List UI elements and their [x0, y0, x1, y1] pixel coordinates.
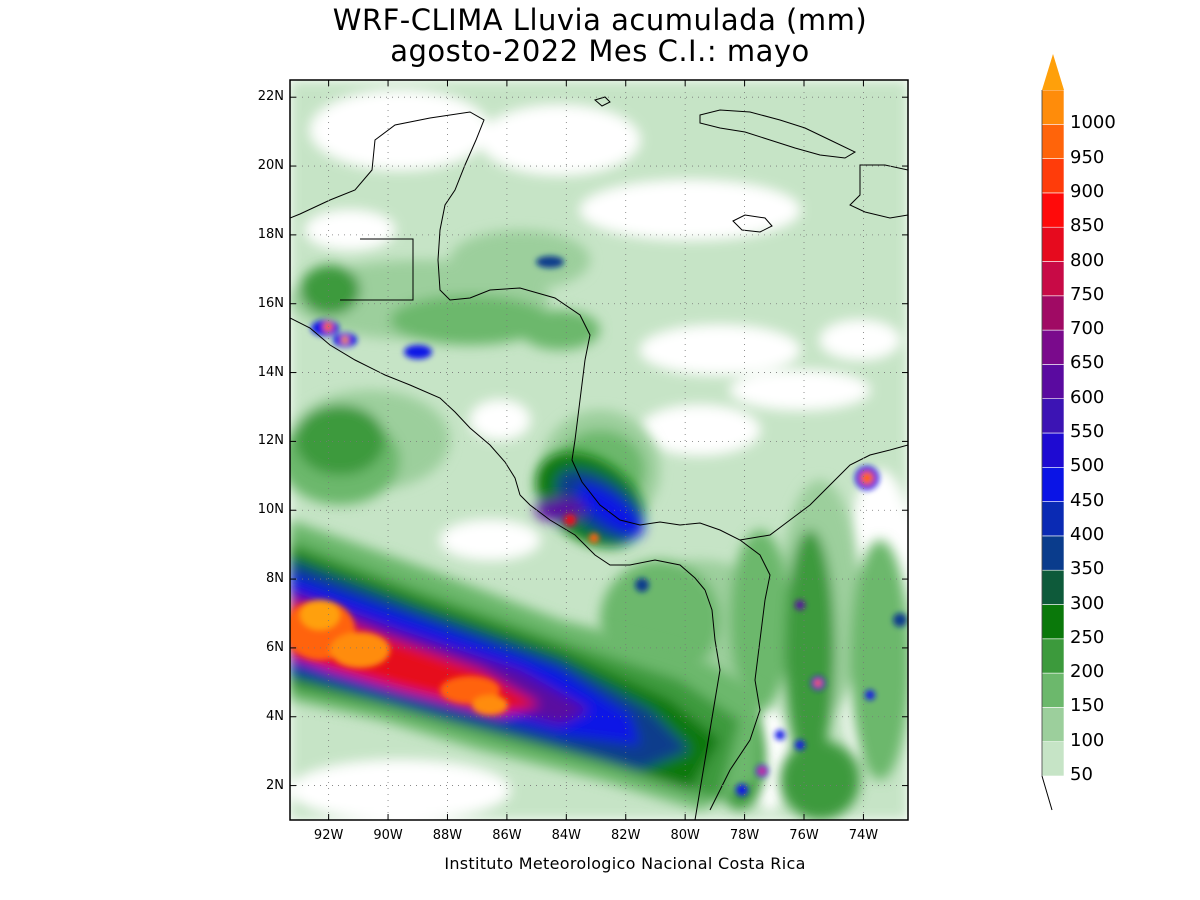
- colorbar-label: 850: [1070, 215, 1105, 237]
- colorbar: [1041, 54, 1065, 811]
- colorbar-label: 350: [1070, 558, 1105, 580]
- lat-tick-label: 20N: [257, 158, 284, 174]
- colorbar-bottom-arrow: [1041, 775, 1053, 811]
- lat-tick-label: 22N: [257, 89, 284, 105]
- credit-line: Instituto Meteorologico Nacional Costa R…: [444, 854, 806, 873]
- colorbar-label: 250: [1070, 626, 1105, 648]
- lon-tick-label: 80W: [670, 828, 700, 843]
- lat-tick-label: 18N: [257, 226, 284, 242]
- colorbar-swatch: [1041, 158, 1065, 194]
- colorbar-label: 500: [1070, 455, 1105, 477]
- colorbar-label: 300: [1070, 592, 1105, 614]
- colorbar-label: 400: [1070, 523, 1105, 545]
- lat-tick-label: 4N: [266, 708, 284, 724]
- lon-tick-label: 88W: [432, 828, 463, 843]
- lon-tick-label: 86W: [492, 828, 522, 843]
- colorbar-label: 200: [1070, 661, 1105, 683]
- rainfall-field: [290, 80, 908, 820]
- colorbar-label: 1000: [1070, 112, 1116, 134]
- colorbar-label: 550: [1070, 421, 1105, 442]
- colorbar-swatch: [1041, 364, 1065, 399]
- colorbar-swatch: [1041, 707, 1065, 743]
- colorbar-label: 900: [1070, 180, 1105, 202]
- lat-tick-label: 2N: [266, 777, 284, 793]
- map-title: WRF-CLIMA Lluvia acumulada (mm): [332, 3, 868, 37]
- colorbar-swatch: [1041, 672, 1065, 708]
- coastlines: [290, 96, 908, 820]
- colorbar-swatch: [1041, 535, 1065, 571]
- lat-tick-label: 16N: [257, 295, 284, 311]
- colorbar-label: 650: [1070, 352, 1105, 374]
- colorbar-top-arrow: [1042, 54, 1064, 90]
- lon-tick-label: 74W: [848, 828, 879, 843]
- rain-itcz-band: [290, 520, 760, 810]
- colorbar-swatch: [1041, 501, 1065, 537]
- colorbar-swatch: [1041, 89, 1065, 125]
- lon-tick-label: 92W: [313, 828, 344, 843]
- colorbar-swatch: [1041, 398, 1065, 434]
- colorbar-label: 800: [1070, 249, 1105, 271]
- colorbar-swatch: [1041, 261, 1065, 297]
- lon-tick-label: 76W: [789, 828, 819, 843]
- colorbar-label: 100: [1070, 729, 1105, 751]
- rain-costa-rica: [535, 452, 645, 548]
- colorbar-swatch: [1041, 329, 1065, 365]
- lon-tick-label: 78W: [729, 828, 760, 843]
- lon-tick-label: 82W: [611, 828, 641, 843]
- colorbar-swatch: [1041, 569, 1065, 605]
- colorbar-swatch: [1041, 638, 1065, 674]
- colorbar-swatch: [1041, 226, 1065, 262]
- lon-tick-label: 84W: [551, 828, 582, 843]
- lat-tick-label: 12N: [257, 433, 284, 449]
- map-grid: [290, 80, 908, 820]
- colorbar-label: 600: [1070, 386, 1105, 408]
- lat-tick-label: 10N: [257, 502, 284, 518]
- colorbar-label: 700: [1070, 318, 1105, 340]
- lat-tick-label: 6N: [266, 639, 284, 655]
- colorbar-swatch: [1041, 741, 1065, 777]
- colorbar-swatch: [1041, 295, 1065, 331]
- rain-local-peaks: [311, 256, 907, 796]
- lat-tick-label: 8N: [266, 571, 284, 587]
- lat-tick-label: 14N: [257, 364, 284, 380]
- colorbar-label: 950: [1070, 146, 1105, 168]
- colorbar-swatch: [1041, 432, 1065, 468]
- rain-itcz-peaks: [290, 600, 508, 715]
- lon-tick-label: 90W: [373, 828, 403, 843]
- colorbar-swatch: [1041, 124, 1065, 159]
- colorbar-label: 750: [1070, 283, 1105, 305]
- colorbar-swatch: [1041, 466, 1065, 502]
- rain-moderate-layer: [290, 230, 908, 820]
- plot-frame: [289, 79, 909, 821]
- colorbar-label: 450: [1070, 489, 1105, 511]
- colorbar-swatch: [1041, 192, 1065, 228]
- axis-ticks: [290, 80, 908, 820]
- colorbar-label: 50: [1070, 764, 1093, 785]
- map-subtitle: agosto-2022 Mes C.I.: mayo: [390, 34, 810, 68]
- colorbar-swatch: [1041, 604, 1065, 640]
- colorbar-label: 150: [1070, 695, 1105, 717]
